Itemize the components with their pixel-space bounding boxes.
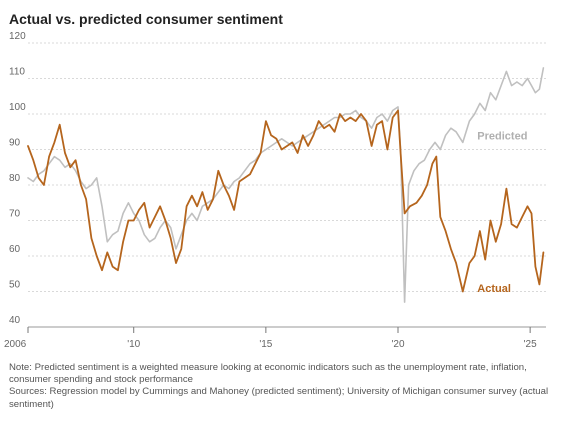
- chart-sources: Sources: Regression model by Cummings an…: [9, 386, 549, 410]
- chart-note: Note: Predicted sentiment is a weighted …: [9, 362, 527, 386]
- series-label-predicted: Predicted: [477, 130, 527, 142]
- y-tick-label-110: 110: [9, 67, 25, 78]
- footnotes: Note: Predicted sentiment is a weighted …: [9, 362, 561, 411]
- line-chart: 40 50 60 70 80 90 100 110 120 2006 '10 '15 '20 '25 P…: [4, 31, 546, 350]
- x-axis: 2006 '10 '15 '20 '25: [4, 326, 546, 350]
- grid-lines: [28, 42, 546, 292]
- series-lines: [27, 67, 545, 303]
- y-tick-label-50: 50: [9, 280, 21, 291]
- y-tick-label-60: 60: [9, 244, 21, 255]
- y-tick-label-100: 100: [9, 102, 26, 113]
- y-tick-label-40: 40: [9, 315, 21, 326]
- y-axis-tick-labels: 40 50 60 70 80 90 100 110 120: [9, 31, 26, 326]
- x-tick-label-2025: '25: [524, 339, 537, 350]
- x-tick-label-2015: '15: [259, 339, 272, 350]
- series-labels: Predicted Actual: [477, 130, 527, 295]
- x-tick-label-2006: 2006: [4, 339, 27, 350]
- y-tick-label-90: 90: [9, 138, 21, 149]
- chart-title: Actual vs. predicted consumer sentiment: [9, 11, 283, 27]
- y-tick-label-120: 120: [9, 31, 26, 42]
- series-label-actual: Actual: [477, 283, 511, 295]
- series-line-actual: [27, 109, 545, 293]
- y-tick-label-80: 80: [9, 173, 21, 184]
- x-tick-label-2010: '10: [127, 339, 140, 350]
- y-tick-label-70: 70: [9, 209, 21, 220]
- x-tick-label-2020: '20: [391, 339, 404, 350]
